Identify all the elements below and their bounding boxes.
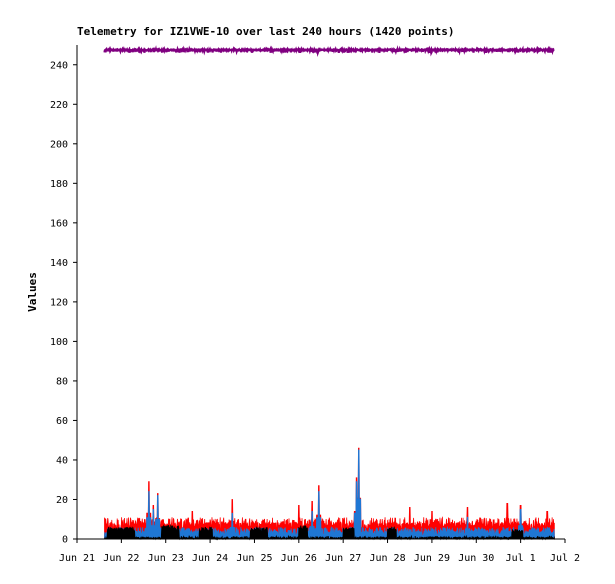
y-tick-label: 240	[50, 60, 68, 71]
series-area-1	[104, 447, 555, 540]
x-tick-label: Jun 22	[103, 553, 139, 564]
x-tick-label: Jun 30	[458, 553, 494, 564]
x-tick-label: Jun 29	[414, 553, 450, 564]
y-tick-label: 120	[50, 297, 68, 308]
x-tick-label: Jun 28	[369, 553, 405, 564]
x-tick-label: Jun 26	[281, 553, 317, 564]
y-tick-label: 160	[50, 218, 68, 229]
y-tick-label: 180	[50, 179, 68, 190]
x-axis: Jun 21 Jun 22 Jun 23 Jun 24 Jun 25 Jun 26 Jun …	[59, 538, 580, 564]
x-tick-label: Jun 27	[325, 553, 361, 564]
x-tick-label: Jul 1	[506, 553, 536, 564]
x-tick-label: Jun 21	[59, 553, 95, 564]
chart-title: Telemetry for IZ1VWE-10 over last 240 ho…	[77, 25, 455, 38]
x-tick-label: Jul 2	[550, 553, 580, 564]
plot-area	[103, 45, 555, 541]
y-tick-label: 200	[50, 139, 68, 150]
y-tick-label: 220	[50, 100, 68, 111]
y-axis: 0 20 40 60 80 100 120 140 160 180 200 220 240	[50, 45, 78, 546]
series-line-0	[103, 45, 555, 57]
y-tick-label: 20	[56, 495, 68, 506]
y-tick-label: 60	[56, 416, 68, 427]
y-tick-label: 0	[62, 535, 68, 546]
y-tick-label: 100	[50, 337, 68, 348]
x-tick-label: Jun 25	[236, 553, 272, 564]
y-tick-label: 40	[56, 455, 68, 466]
y-tick-label: 80	[56, 376, 68, 387]
x-tick-label: Jun 23	[148, 553, 184, 564]
x-tick-label: Jun 24	[192, 553, 228, 564]
y-tick-label: 140	[50, 258, 68, 269]
y-axis-label: Values	[26, 272, 39, 312]
